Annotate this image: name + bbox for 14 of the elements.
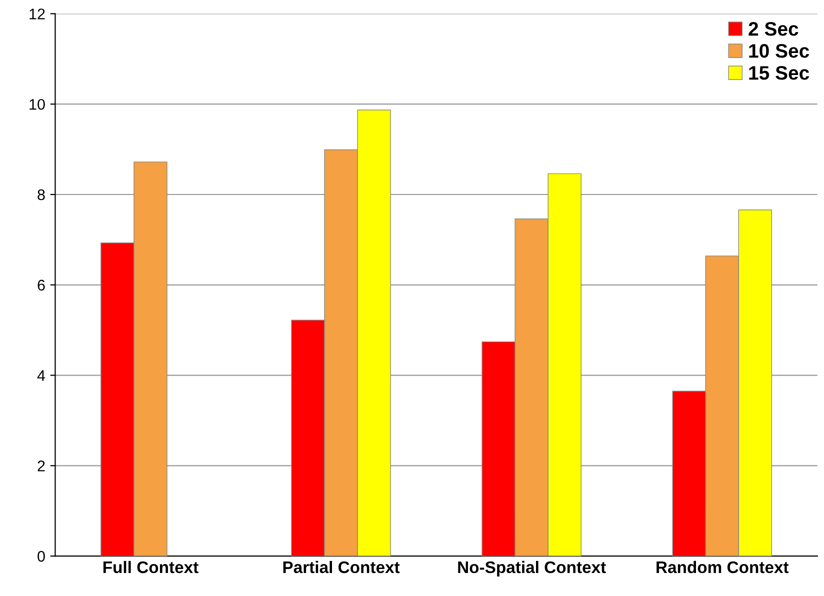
legend-label: 15 Sec: [749, 66, 810, 80]
legend-label: 10 Sec: [749, 44, 810, 58]
y-tick-label: 2: [38, 460, 45, 472]
legend-label: 2 Sec: [748, 22, 798, 36]
x-tick-label: No-Spatial Context: [458, 560, 606, 576]
y-tick-label: 10: [30, 98, 45, 110]
y-tick-label: 4: [37, 370, 46, 381]
x-tick-label: Random Context: [656, 560, 789, 574]
y-tick-label: 0: [38, 550, 45, 562]
y-tick-label: 6: [38, 280, 45, 291]
x-tick-label: Partial Context: [283, 560, 400, 574]
y-tick-label: 12: [30, 8, 45, 20]
y-tick-label: 8: [38, 189, 45, 200]
x-tick-label: Full Context: [103, 560, 198, 574]
